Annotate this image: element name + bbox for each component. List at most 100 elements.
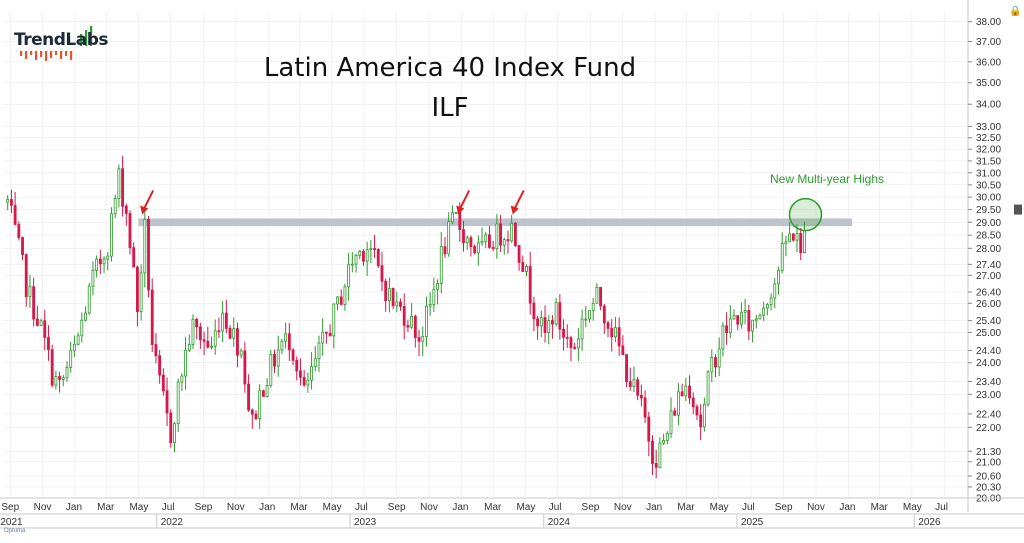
candle-body: [284, 333, 288, 342]
candle: [202, 331, 206, 356]
candle-body: [721, 325, 725, 350]
x-tick-label: Mar: [290, 502, 308, 513]
candle-body: [365, 249, 369, 262]
candle: [121, 155, 125, 217]
candle-body: [647, 416, 651, 442]
candle-body: [528, 266, 532, 304]
candle-body: [736, 315, 740, 325]
candle: [391, 287, 395, 309]
candle: [732, 309, 736, 320]
candle: [691, 392, 695, 415]
candle-body: [321, 331, 325, 344]
candle: [50, 344, 54, 388]
y-tick-label: 33.00: [976, 122, 1001, 133]
x-tick-label: Jan: [646, 502, 662, 513]
logo-bar: [70, 51, 73, 60]
candle-body: [625, 354, 628, 383]
candle-body: [413, 315, 417, 338]
candle-body: [391, 287, 395, 307]
candle: [191, 314, 195, 350]
candle: [95, 255, 99, 278]
candle: [302, 369, 306, 387]
candle-body: [765, 304, 769, 309]
candle-body: [617, 327, 621, 347]
candle: [362, 248, 365, 266]
candle: [265, 378, 269, 398]
candle-body: [13, 204, 17, 225]
candle: [32, 277, 36, 327]
candle: [306, 372, 310, 393]
candle-body: [762, 307, 766, 316]
candle-body: [232, 328, 236, 339]
candle: [117, 164, 121, 208]
candle-body: [158, 355, 162, 376]
candle-body: [484, 234, 488, 242]
candle: [702, 397, 706, 432]
candle-body: [469, 237, 473, 247]
candle: [643, 390, 647, 423]
arrow-head: [456, 205, 465, 215]
candle: [651, 435, 654, 475]
candle-body: [632, 379, 636, 387]
candle: [751, 319, 754, 343]
candle-body: [410, 315, 414, 328]
lock-icon[interactable]: 🔒: [1009, 6, 1022, 17]
candle: [224, 299, 228, 334]
candle: [673, 407, 677, 417]
candle-body: [28, 286, 32, 298]
candle: [350, 252, 354, 273]
candle: [491, 240, 495, 252]
candle-body: [595, 287, 599, 304]
candle-body: [439, 246, 443, 284]
candle: [17, 221, 21, 241]
candle-body: [665, 433, 669, 441]
candle-body: [588, 310, 591, 320]
logo-bars-icon: [20, 26, 93, 61]
y-tick-label: 26.00: [976, 299, 1001, 310]
candle: [135, 265, 139, 327]
candle-body: [506, 239, 510, 242]
candle-body: [47, 337, 50, 351]
candle-body: [343, 286, 347, 305]
candle: [784, 235, 788, 257]
candle: [128, 210, 132, 255]
candle-body: [732, 315, 736, 320]
x-year-label: 2022: [161, 517, 184, 528]
x-tick-label: May: [323, 502, 342, 513]
candle: [773, 277, 777, 309]
candle-body: [499, 223, 502, 246]
candle: [717, 337, 721, 377]
candle: [276, 335, 280, 377]
candle-body: [161, 374, 165, 392]
candle-body: [273, 354, 276, 367]
candle-body: [121, 168, 125, 207]
candle: [43, 309, 47, 351]
candle: [688, 375, 691, 404]
candle: [413, 314, 417, 348]
candle: [506, 230, 510, 254]
candle: [72, 335, 76, 357]
x-tick-label: Mar: [871, 502, 889, 513]
x-tick-label: Jan: [66, 502, 82, 513]
candle: [528, 251, 532, 315]
y-tick-label: 27.40: [976, 260, 1001, 271]
candle: [336, 296, 339, 311]
y-tick-label: 34.00: [976, 100, 1001, 111]
candle: [513, 221, 517, 248]
candle: [21, 236, 24, 261]
candle: [476, 235, 480, 266]
candle: [180, 373, 184, 392]
candle: [576, 327, 580, 362]
x-tick-label: Jan: [259, 502, 275, 513]
candle-body: [98, 258, 102, 265]
candle-body: [688, 385, 691, 399]
candle-body: [69, 350, 73, 368]
candle-body: [221, 312, 225, 332]
y-tick-label: 28.00: [976, 244, 1001, 255]
candle: [791, 233, 795, 242]
x-tick-label: May: [129, 502, 148, 513]
logo-bar: [35, 51, 38, 60]
candle: [124, 203, 128, 226]
candle-body: [462, 229, 465, 244]
candle-body: [369, 248, 373, 251]
